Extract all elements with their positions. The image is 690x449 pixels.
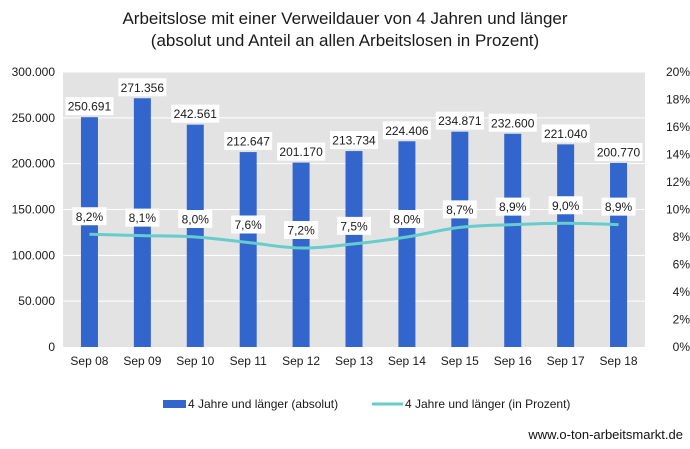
x-tick-label: Sep 15 [441, 354, 479, 368]
bar-value-label-bg [382, 121, 431, 140]
y-left-tick-label: 200.000 [12, 157, 56, 171]
x-tick-label: Sep 08 [70, 354, 108, 368]
y-right-tick-label: 8% [673, 230, 690, 244]
y-left-tick-label: 150.000 [12, 203, 56, 217]
line-value-label: 8,1% [129, 211, 157, 225]
bar [610, 162, 628, 347]
bar-value-label-bg [224, 132, 273, 151]
y-right-tick-label: 4% [673, 285, 690, 299]
x-tick-label: Sep 18 [600, 354, 638, 368]
y-right-tick-label: 20% [666, 65, 690, 79]
y-right-tick-label: 12% [666, 175, 690, 189]
line-value-label-bg [442, 200, 477, 219]
bar [239, 152, 257, 347]
bar-value-label-bg [118, 78, 167, 97]
bar-series [80, 98, 628, 347]
x-tick-label: Sep 17 [547, 354, 585, 368]
x-tick-label: Sep 10 [176, 354, 214, 368]
bar-value-label: 234.871 [438, 114, 482, 128]
bar-value-label-bg [171, 104, 220, 123]
bar-value-label-bg [435, 111, 484, 130]
line-value-label: 8,9% [499, 200, 527, 214]
bar-value-label: 213.734 [332, 134, 376, 148]
bar-value-label: 250.691 [68, 100, 112, 114]
chart-subtitle: (absolut und Anteil an allen Arbeitslose… [150, 31, 540, 50]
bar-value-label-bg [65, 97, 114, 116]
line-value-label-bg [72, 207, 107, 226]
axes: 0 50.000 100.000 150.000 200.000 250.000 300.0… [12, 65, 690, 368]
y-left-tick-label: 0 [48, 340, 55, 354]
percentage-line [89, 221, 619, 250]
y-left-tick-label: 100.000 [12, 248, 56, 262]
bar [504, 133, 522, 347]
line-value-label-bg [284, 221, 319, 239]
legend-bar-swatch [163, 400, 186, 408]
x-tick-label: Sep 14 [388, 354, 426, 368]
bar [292, 162, 310, 347]
y-right-tick-label: 16% [666, 120, 690, 134]
bar-value-label: 232.600 [491, 116, 535, 130]
line-value-label: 9,0% [552, 199, 580, 213]
data-labels: 250.691 271.356 242.561 212.647 201.170 213.7… [65, 78, 643, 239]
line-value-label-bg [548, 196, 583, 215]
y-left-tick-label: 300.000 [12, 65, 56, 79]
bar-value-label-bg [594, 142, 643, 161]
line-value-label: 7,5% [340, 219, 368, 233]
x-tick-label: Sep 09 [123, 354, 161, 368]
bar-value-label-bg [488, 113, 537, 132]
line-value-label: 8,7% [446, 203, 474, 217]
x-tick-label: Sep 16 [494, 354, 532, 368]
bar-value-label-bg [330, 131, 378, 150]
bar [398, 141, 416, 347]
line-value-label-bg [178, 210, 213, 228]
bar-value-label: 224.406 [385, 124, 429, 138]
bar-value-label: 242.561 [174, 107, 218, 121]
line-value-label: 7,6% [235, 218, 263, 232]
legend-line-label: 4 Jahre und länger (in Prozent) [405, 397, 570, 411]
line-value-label-bg [601, 197, 636, 216]
bar [80, 117, 98, 347]
bar [451, 131, 469, 347]
line-value-label-bg [495, 197, 530, 216]
y-right-tick-label: 14% [666, 148, 690, 162]
chart-title: Arbeitslose mit einer Verweildauer von 4… [122, 9, 568, 28]
line-value-label: 8,9% [605, 200, 633, 214]
line-value-label: 7,2% [287, 224, 315, 238]
line-value-label-bg [125, 208, 160, 227]
bar [345, 151, 363, 347]
line-value-label-bg [389, 210, 424, 228]
y-right-tick-label: 10% [666, 203, 690, 217]
y-right-tick-label: 2% [673, 313, 690, 327]
bar-value-label-bg [541, 124, 590, 143]
bar [557, 144, 575, 347]
legend-bar-label: 4 Jahre und länger (absolut) [188, 397, 338, 411]
y-right-tick-label: 0% [673, 340, 690, 354]
bar-value-label: 212.647 [226, 135, 270, 149]
legend: 4 Jahre und länger (absolut) 4 Jahre und… [163, 397, 570, 411]
bar-value-label: 200.770 [597, 145, 641, 159]
y-right-tick-label: 18% [666, 93, 690, 107]
bar-value-label-bg [277, 142, 326, 161]
line-value-label: 8,2% [76, 210, 104, 224]
y-left-tick-label: 50.000 [18, 294, 55, 308]
x-tick-label: Sep 13 [335, 354, 373, 368]
line-value-label-bg [231, 215, 266, 234]
x-tick-label: Sep 12 [282, 354, 320, 368]
y-right-tick-label: 6% [673, 258, 690, 272]
line-value-label: 8,0% [393, 213, 421, 227]
source-url: www.o-ton-arbeitsmarkt.de [528, 427, 683, 442]
x-tick-label: Sep 11 [230, 354, 267, 368]
line-series [89, 221, 619, 250]
line-value-label-bg [337, 216, 371, 235]
y-left-tick-label: 250.000 [12, 111, 56, 125]
line-value-label: 8,0% [182, 213, 210, 227]
bar-value-label: 221.040 [544, 127, 588, 141]
bar-value-label: 201.170 [279, 145, 323, 159]
bar-value-label: 271.356 [121, 81, 165, 95]
